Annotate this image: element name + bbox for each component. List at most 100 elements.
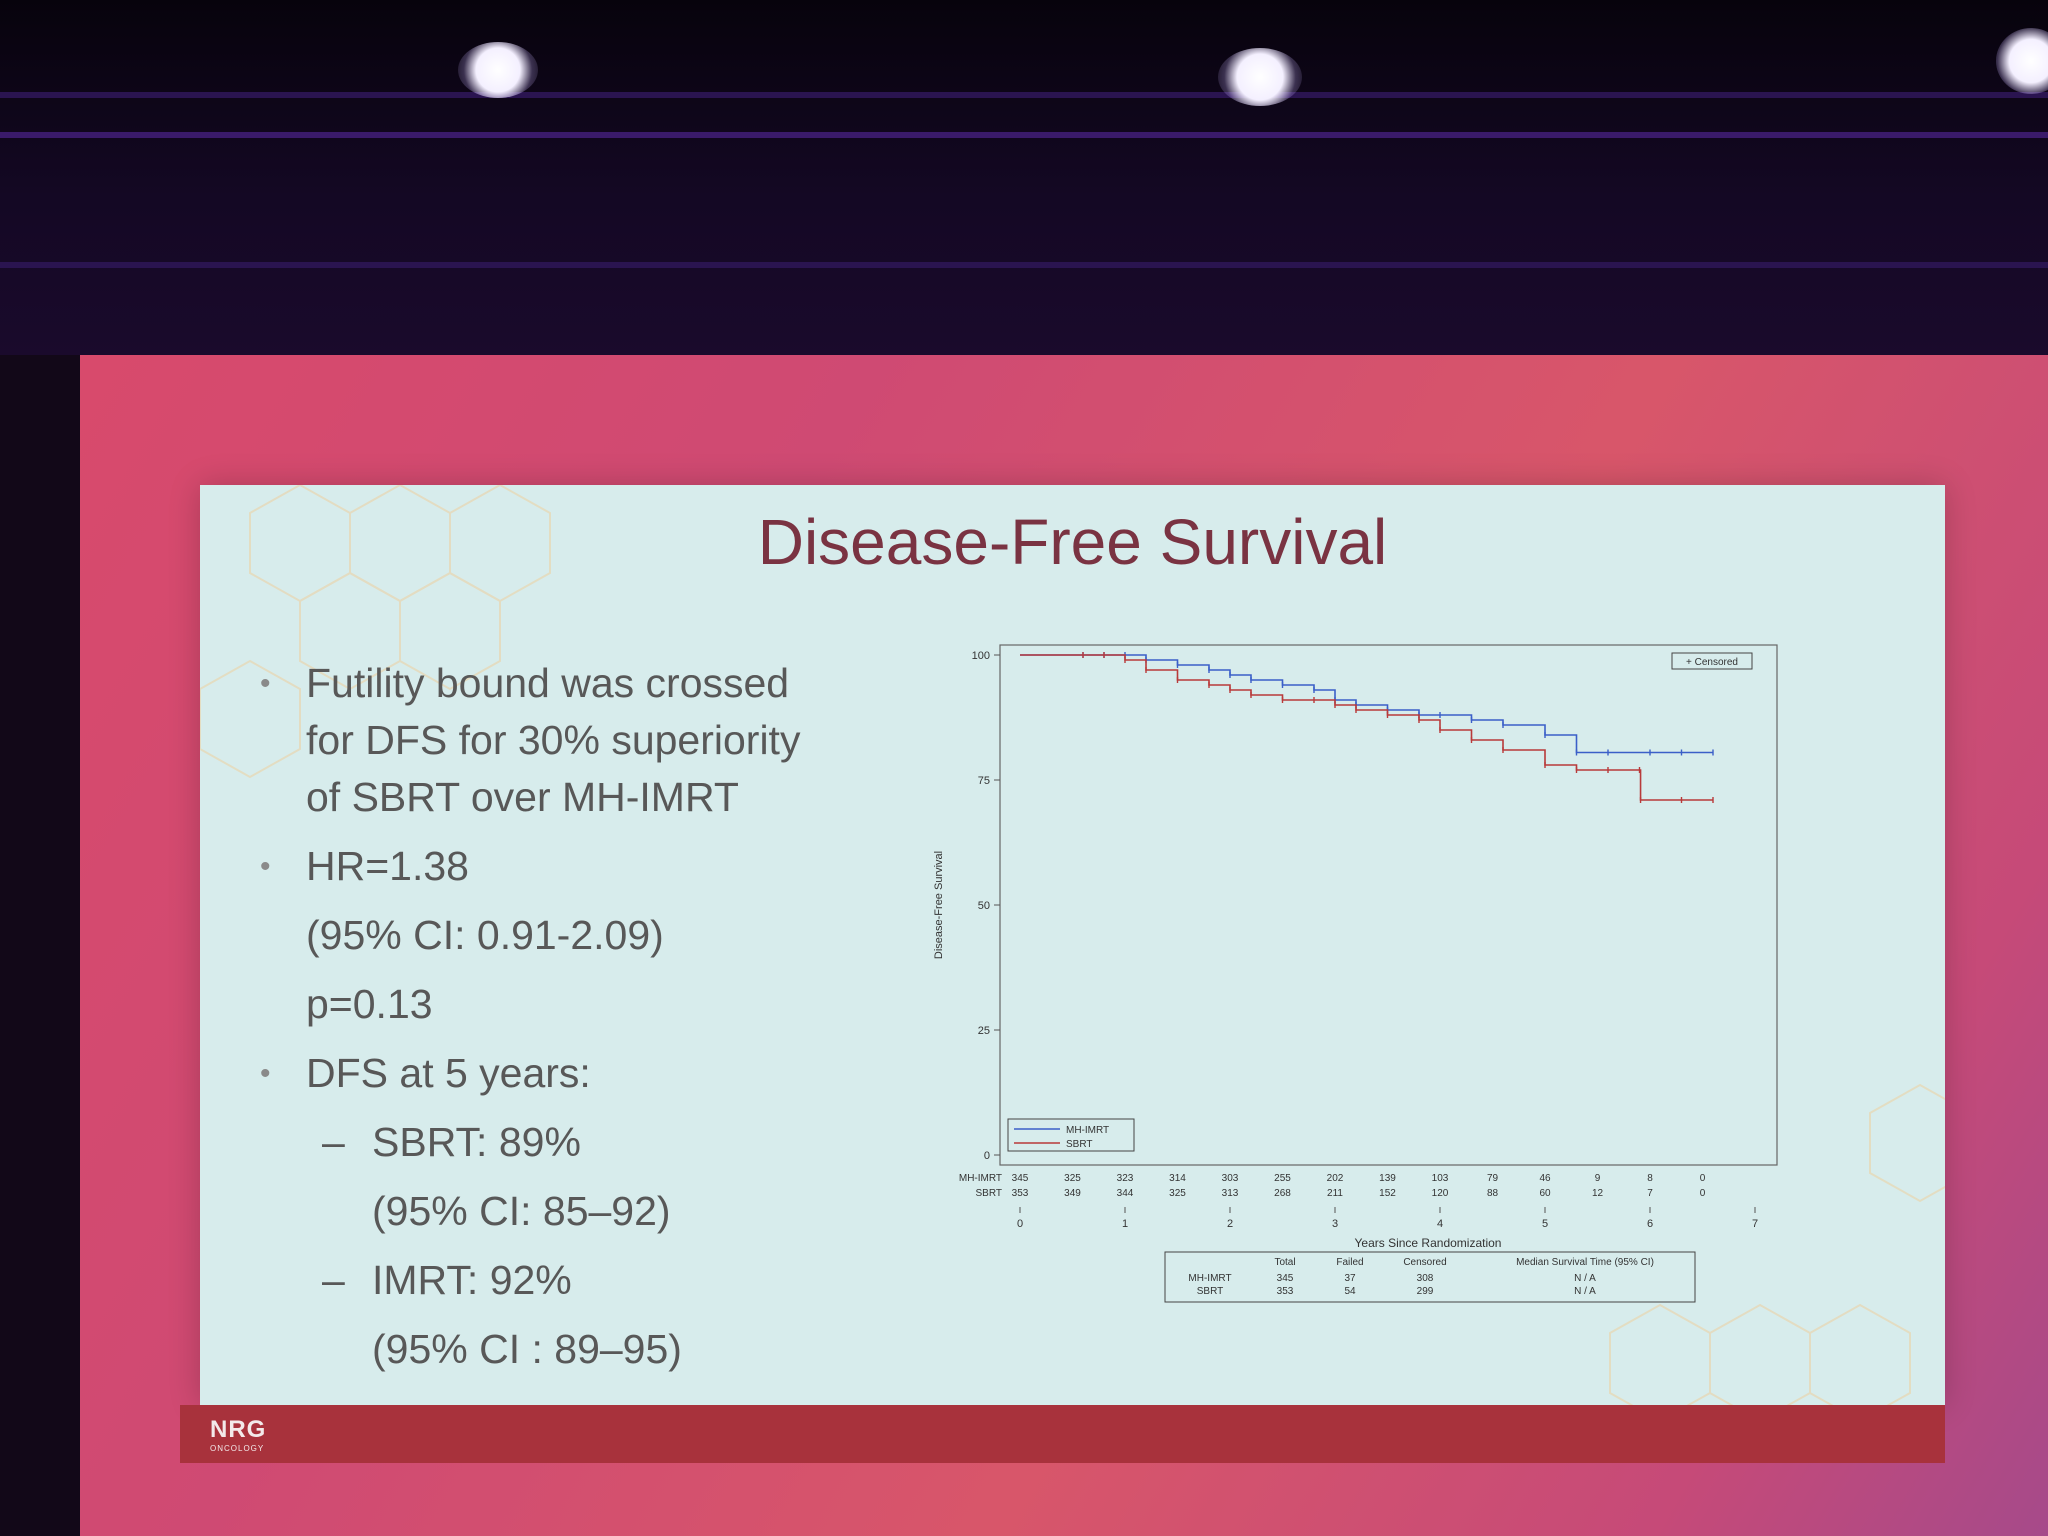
sub-bullet-text: SBRT: 89% xyxy=(372,1119,581,1165)
bullet-text: DFS at 5 years: xyxy=(306,1050,591,1096)
bullet-icon: • xyxy=(260,850,271,883)
stage-light xyxy=(1996,28,2048,94)
x-tick-label: 5 xyxy=(1542,1218,1548,1230)
at-risk-count: 349 xyxy=(1064,1188,1081,1199)
stage-light xyxy=(1218,48,1302,106)
at-risk-count: 314 xyxy=(1169,1173,1186,1184)
at-risk-count: 12 xyxy=(1592,1188,1604,1199)
at-risk-count: 325 xyxy=(1169,1188,1186,1199)
km-chart: Disease-Free Survival Years Since Random… xyxy=(933,644,1778,1303)
sub-bullet-item: – IMRT: 92% xyxy=(240,1252,880,1309)
x-tick-label: 0 xyxy=(1017,1218,1023,1230)
bullet-icon: • xyxy=(260,1057,271,1090)
y-tick-label: 0 xyxy=(984,1150,990,1162)
bullet-list: • Futility bound was crossed for DFS for… xyxy=(240,655,880,1378)
bullet-text: Futility bound was crossed xyxy=(306,660,790,706)
nrg-logo-sub: ONCOLOGY xyxy=(210,1444,265,1453)
sub-bullet-text: (95% CI : 89–95) xyxy=(372,1326,682,1372)
at-risk-count: 88 xyxy=(1487,1188,1499,1199)
at-risk-count: 268 xyxy=(1274,1188,1291,1199)
slide-footer xyxy=(180,1405,1945,1463)
at-risk-count: 313 xyxy=(1222,1188,1239,1199)
at-risk-count: 211 xyxy=(1327,1188,1343,1199)
summary-header: Median Survival Time (95% CI) xyxy=(1516,1257,1654,1268)
at-risk-count: 0 xyxy=(1700,1188,1706,1199)
summary-cell: 308 xyxy=(1417,1273,1434,1284)
summary-cell: 299 xyxy=(1417,1286,1434,1297)
censored-legend: + Censored xyxy=(1686,657,1738,668)
legend-label: SBRT xyxy=(1066,1139,1093,1150)
x-tick-label: 6 xyxy=(1647,1218,1653,1230)
summary-cell: MH-IMRT xyxy=(1188,1273,1231,1284)
at-risk-count: 325 xyxy=(1064,1173,1081,1184)
slide-title: Disease-Free Survival xyxy=(757,506,1388,578)
stage-light xyxy=(458,42,538,98)
summary-cell: 345 xyxy=(1277,1273,1294,1284)
at-risk-count: 344 xyxy=(1117,1188,1134,1199)
x-tick-label: 3 xyxy=(1332,1218,1338,1230)
y-tick-label: 100 xyxy=(972,650,990,662)
x-tick-label: 2 xyxy=(1227,1218,1233,1230)
plot-frame xyxy=(999,644,1778,1166)
at-risk-count: 8 xyxy=(1647,1173,1653,1184)
at-risk-count: 103 xyxy=(1432,1173,1449,1184)
survival-curve xyxy=(1020,654,1713,801)
sub-bullet-text: (95% CI: 85–92) xyxy=(372,1188,671,1234)
x-tick-label: 7 xyxy=(1752,1218,1758,1230)
at-risk-count: 323 xyxy=(1117,1173,1134,1184)
bullet-text: of SBRT over MH-IMRT xyxy=(306,774,739,820)
at-risk-count: 202 xyxy=(1327,1173,1344,1184)
dash-icon: – xyxy=(322,1257,345,1303)
summary-cell: SBRT xyxy=(1197,1286,1224,1297)
stage-edge xyxy=(0,355,80,1536)
summary-cell: N / A xyxy=(1574,1273,1596,1284)
at-risk-count: 120 xyxy=(1432,1188,1449,1199)
at-risk-count: 353 xyxy=(1012,1188,1029,1199)
at-risk-row-label: SBRT xyxy=(976,1188,1003,1199)
stage-background xyxy=(0,0,2048,360)
bullet-icon: • xyxy=(260,667,271,700)
at-risk-count: 79 xyxy=(1487,1173,1499,1184)
series-legend-box xyxy=(1007,1118,1135,1152)
at-risk-count: 0 xyxy=(1700,1173,1706,1184)
y-axis-label: Disease-Free Survival xyxy=(933,851,945,959)
at-risk-count: 152 xyxy=(1379,1188,1396,1199)
at-risk-count: 255 xyxy=(1274,1173,1291,1184)
summary-table xyxy=(1164,1251,1696,1303)
y-tick-label: 25 xyxy=(978,1025,990,1037)
x-tick-label: 4 xyxy=(1437,1218,1443,1230)
sub-bullet-item: – SBRT: 89% xyxy=(240,1114,880,1171)
summary-header: Failed xyxy=(1336,1257,1363,1268)
bullet-text: (95% CI: 0.91-2.09) xyxy=(306,912,664,958)
summary-cell: N / A xyxy=(1574,1286,1596,1297)
summary-cell: 54 xyxy=(1344,1286,1356,1297)
summary-header: Censored xyxy=(1403,1257,1446,1268)
at-risk-count: 60 xyxy=(1539,1188,1551,1199)
at-risk-count: 139 xyxy=(1379,1173,1396,1184)
at-risk-count: 9 xyxy=(1595,1173,1601,1184)
lighting-rig xyxy=(0,262,2048,268)
survival-curve xyxy=(1020,654,1713,754)
at-risk-row-label: MH-IMRT xyxy=(959,1173,1002,1184)
x-tick-label: 1 xyxy=(1122,1218,1128,1230)
lighting-rig xyxy=(0,132,2048,138)
y-tick-label: 75 xyxy=(978,775,990,787)
censored-legend-box xyxy=(1671,652,1753,670)
bullet-item: • HR=1.38 xyxy=(240,838,880,895)
summary-header: Total xyxy=(1274,1257,1295,1268)
legend-label: MH-IMRT xyxy=(1066,1125,1109,1136)
at-risk-count: 46 xyxy=(1539,1173,1551,1184)
at-risk-count: 345 xyxy=(1012,1173,1029,1184)
lighting-rig xyxy=(0,92,2048,98)
bullet-item: • Futility bound was crossed xyxy=(240,655,880,712)
bullet-text: HR=1.38 xyxy=(306,843,469,889)
bullet-item: • DFS at 5 years: xyxy=(240,1045,880,1102)
summary-cell: 37 xyxy=(1344,1273,1356,1284)
at-risk-count: 7 xyxy=(1647,1188,1653,1199)
bullet-text: for DFS for 30% superiority xyxy=(306,717,801,763)
bullet-text: p=0.13 xyxy=(306,981,433,1027)
sub-bullet-text: IMRT: 92% xyxy=(372,1257,572,1303)
at-risk-count: 303 xyxy=(1222,1173,1239,1184)
x-axis-label: Years Since Randomization xyxy=(1355,1236,1502,1250)
nrg-logo: NRG xyxy=(210,1416,267,1443)
